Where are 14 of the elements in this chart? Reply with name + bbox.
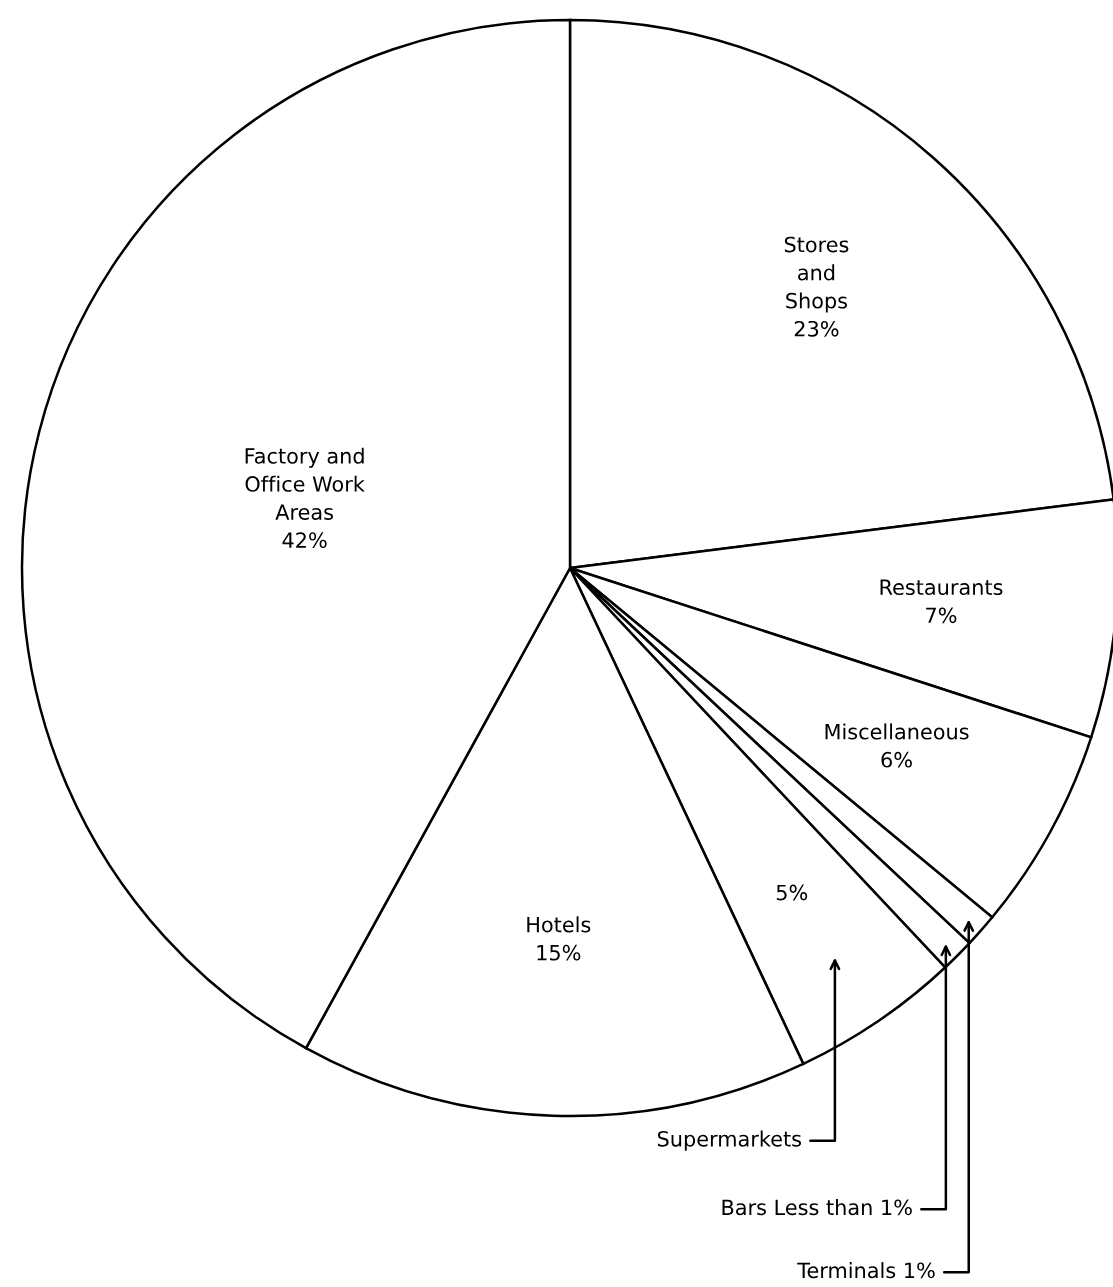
- slice-label: Hotels: [527, 916, 591, 933]
- slice-label: Bars Less than 1%: [722, 1199, 912, 1216]
- data-label: 23%: [794, 320, 839, 337]
- slice-label: Restaurants: [880, 579, 1003, 596]
- slice-label: Factory and Office Work Areas: [245, 447, 365, 520]
- data-label: 6%: [881, 751, 912, 768]
- slice-label: Supermarkets: [657, 1130, 801, 1151]
- data-label: 15%: [537, 944, 581, 961]
- data-label: 5%: [776, 884, 808, 901]
- slice-label: Stores and Shops: [784, 236, 849, 313]
- data-label: 42%: [282, 532, 327, 549]
- slice-label: Miscellaneous: [825, 723, 969, 740]
- data-label: 7%: [926, 607, 957, 624]
- slice-label: Terminals 1%: [797, 1262, 935, 1279]
